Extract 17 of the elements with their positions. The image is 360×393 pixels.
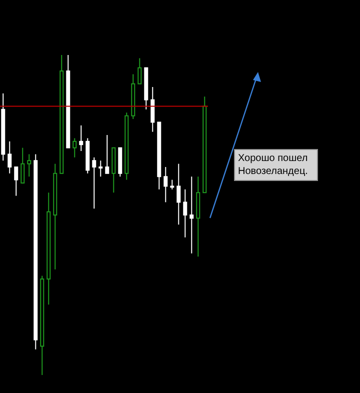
candlestick [8, 140, 12, 174]
candlestick [79, 124, 84, 152]
candlestick [92, 156, 96, 210]
candlestick [183, 188, 188, 238]
candlestick [105, 134, 110, 174]
candlestick [138, 58, 142, 84]
candlestick [164, 166, 168, 203]
candlestick [72, 138, 77, 158]
candlestick [20, 147, 25, 184]
candlestick [176, 163, 181, 226]
candlestick [170, 179, 174, 190]
candlestick [27, 154, 32, 178]
candlestick [14, 166, 18, 196]
candlestick [190, 176, 194, 254]
candlestick [150, 86, 155, 132]
candlestick [98, 160, 103, 178]
text: Хорошо пошел Новозеландец. [234, 149, 318, 181]
